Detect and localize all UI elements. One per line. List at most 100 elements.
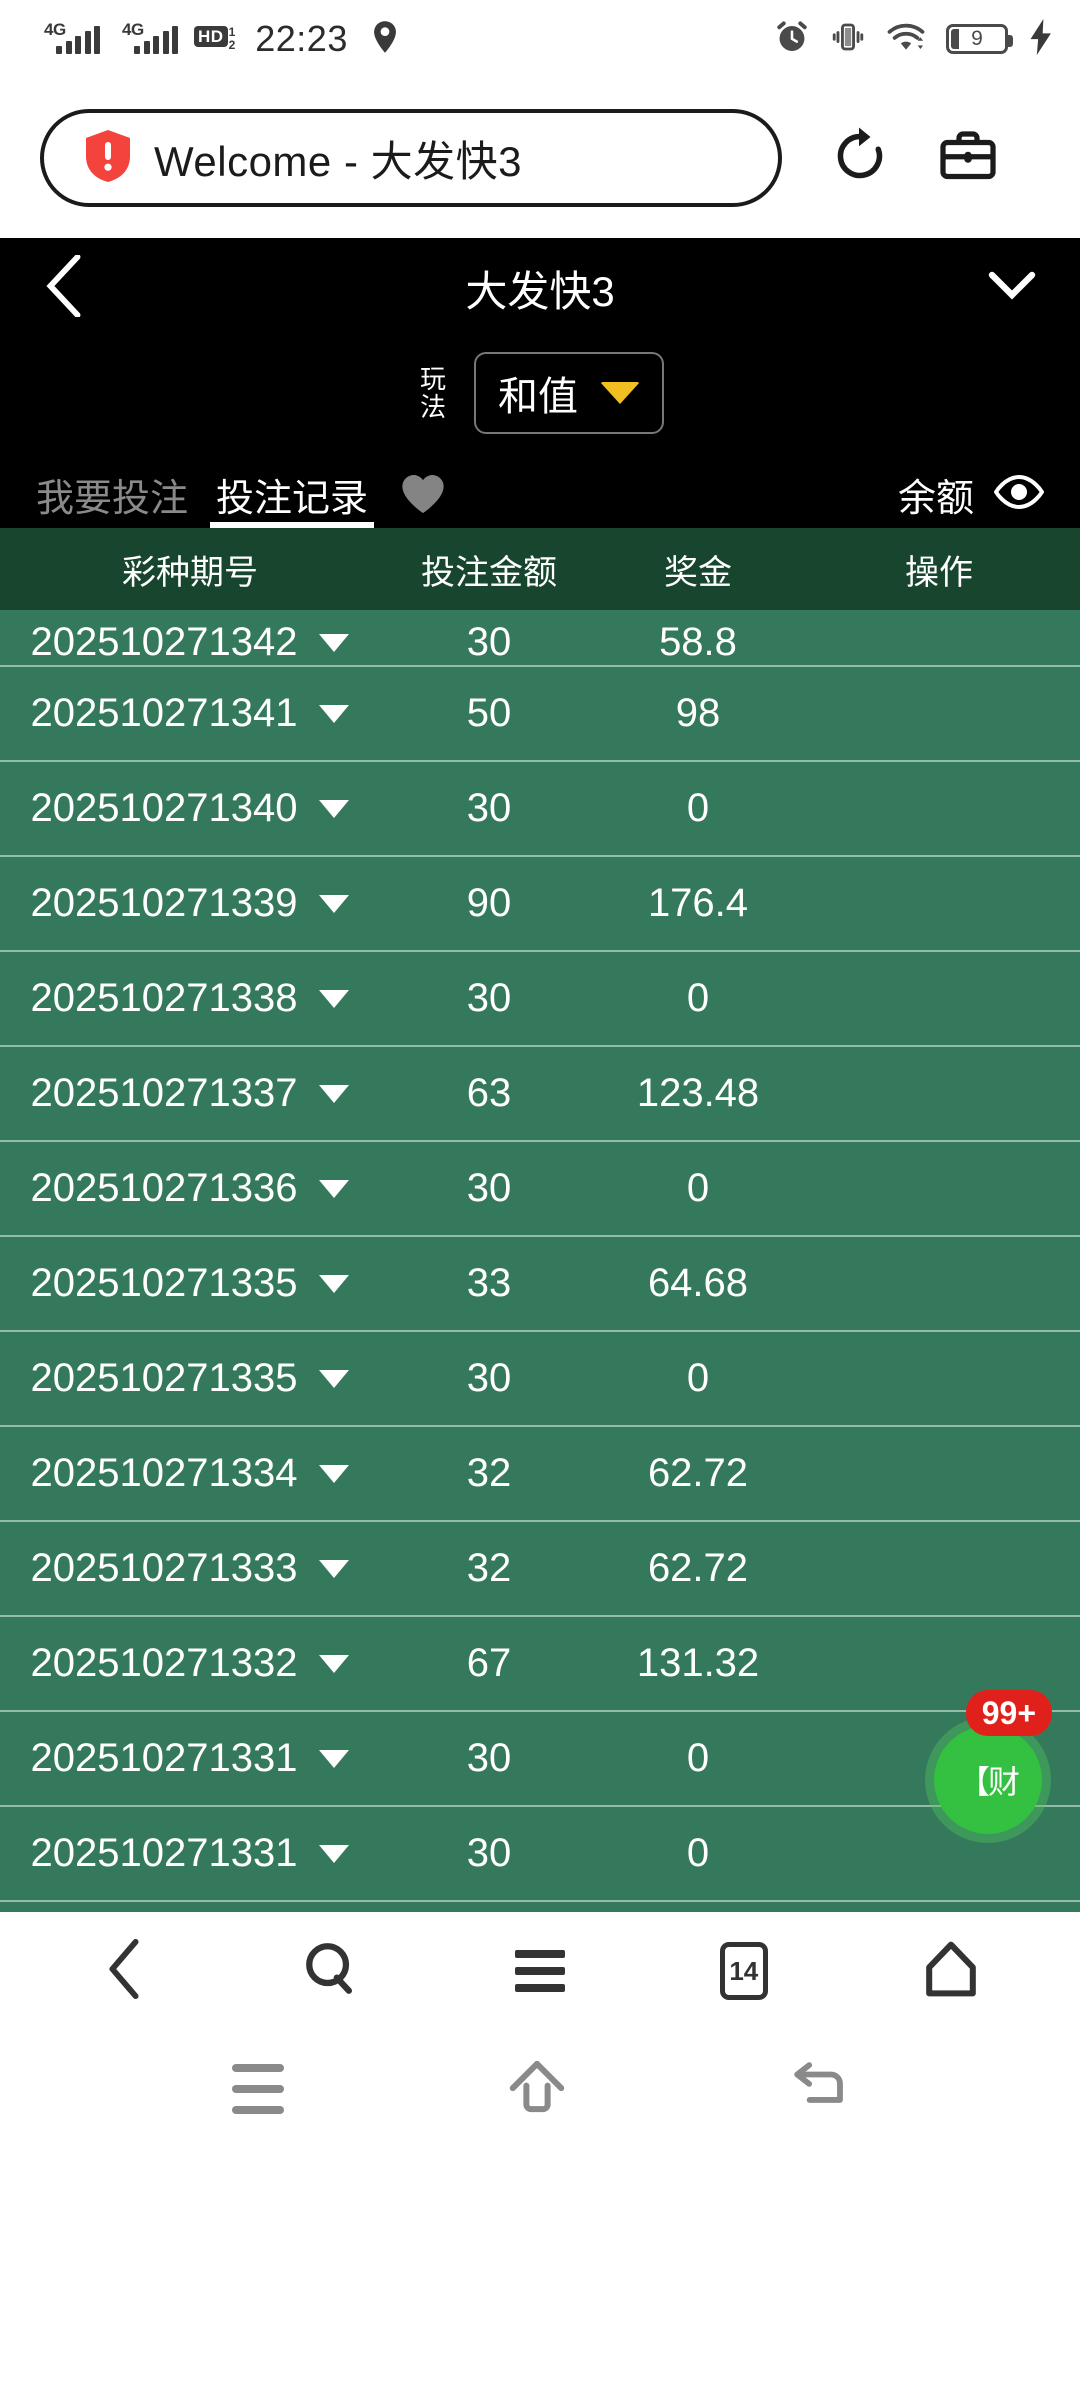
- signal-icon-1: 4G: [44, 20, 100, 54]
- cell-period[interactable]: 202510271337: [0, 1071, 380, 1116]
- insecure-warning-icon[interactable]: [86, 129, 130, 187]
- network-type-label-1: 4G: [44, 20, 66, 39]
- cell-period[interactable]: 202510271332: [0, 1641, 380, 1686]
- back-icon[interactable]: [790, 2061, 848, 2118]
- cell-amount: 30: [466, 620, 512, 664]
- table-row[interactable]: 202510271335 30 0: [0, 1332, 1080, 1427]
- tabs-icon[interactable]: 14: [719, 1942, 768, 2000]
- cell-period[interactable]: 202510271336: [0, 1166, 380, 1211]
- expand-row-caret-icon[interactable]: [319, 704, 350, 723]
- chevron-left-icon[interactable]: [44, 253, 84, 322]
- expand-row-caret-icon[interactable]: [319, 1084, 350, 1103]
- period-label: 202510271335: [30, 1261, 298, 1305]
- period-label: 202510271339: [30, 881, 298, 925]
- expand-row-caret-icon[interactable]: [319, 1274, 350, 1293]
- home-icon[interactable]: [507, 2059, 567, 2120]
- table-row[interactable]: 202510271335 33 64.68: [0, 1237, 1080, 1332]
- expand-row-caret-icon[interactable]: [319, 1844, 350, 1863]
- bet-records-table[interactable]: 202510271342 30 58.8 202510271341 50 98 202510…: [0, 610, 1080, 1912]
- tabs-row: 我要投注 投注记录 余额: [0, 448, 1080, 528]
- browser-url-bar: Welcome - 大发快3: [0, 78, 1080, 238]
- table-row[interactable]: 202510271338 30 0: [0, 952, 1080, 1047]
- tab-bet-records[interactable]: 投注记录: [202, 467, 382, 528]
- table-row[interactable]: 202510271331 30 0: [0, 1712, 1080, 1807]
- cell-amount: 33: [466, 1261, 512, 1305]
- expand-row-caret-icon[interactable]: [319, 799, 350, 818]
- table-row[interactable]: 202510271341 50 98: [0, 667, 1080, 762]
- toolbox-icon[interactable]: [938, 126, 998, 191]
- cell-period[interactable]: 202510271341: [0, 691, 380, 736]
- period-label: 202510271342: [30, 620, 298, 664]
- expand-row-caret-icon[interactable]: [319, 1179, 350, 1198]
- period-label: 202510271331: [30, 1736, 298, 1780]
- expand-row-caret-icon[interactable]: [319, 1749, 350, 1768]
- table-row[interactable]: 202510271342 30 58.8: [0, 610, 1080, 667]
- cell-period[interactable]: 202510271331: [0, 1736, 380, 1781]
- tab-place-bet[interactable]: 我要投注: [36, 478, 189, 520]
- play-mode-label-line2: 法: [419, 392, 446, 422]
- chevron-down-icon[interactable]: [988, 271, 1036, 306]
- cell-period[interactable]: 202510271339: [0, 881, 380, 926]
- table-row[interactable]: 202510271334 32 62.72: [0, 1427, 1080, 1522]
- cell-prize: 131.32: [636, 1641, 760, 1685]
- table-row[interactable]: 202510271333 32 62.72: [0, 1522, 1080, 1617]
- back-icon[interactable]: [101, 1938, 147, 2005]
- app-title: 大发快3: [465, 267, 615, 315]
- menu-icon[interactable]: [514, 1950, 565, 1992]
- battery-icon: 9: [946, 24, 1013, 54]
- expand-row-caret-icon[interactable]: [319, 1654, 350, 1673]
- balance-area[interactable]: 余额: [897, 467, 1045, 522]
- expand-row-caret-icon[interactable]: [319, 1559, 350, 1578]
- cell-period[interactable]: 202510271342: [0, 620, 380, 665]
- cell-amount: 30: [466, 786, 512, 830]
- table-row[interactable]: 202510271331 30 0: [0, 1807, 1080, 1902]
- url-pill[interactable]: Welcome - 大发快3: [40, 109, 782, 207]
- period-label: 202510271332: [30, 1641, 298, 1685]
- cell-period[interactable]: 202510271338: [0, 976, 380, 1021]
- cell-prize: 176.4: [647, 881, 749, 925]
- cell-amount: 63: [466, 1071, 512, 1115]
- cell-period[interactable]: 202510271335: [0, 1356, 380, 1401]
- eye-icon[interactable]: [993, 474, 1045, 514]
- alarm-icon: [774, 19, 810, 60]
- cell-prize: 62.72: [647, 1546, 749, 1590]
- table-row[interactable]: 202510271336 30 0: [0, 1142, 1080, 1237]
- table-row[interactable]: 2025102713293058.8: [0, 1902, 1080, 1912]
- cell-period[interactable]: 202510271333: [0, 1546, 380, 1591]
- search-icon[interactable]: [302, 1940, 360, 2003]
- cell-period[interactable]: 202510271335: [0, 1261, 380, 1306]
- browser-bottom-toolbar: 14: [0, 1912, 1080, 2030]
- signal-bars-2: [134, 26, 178, 54]
- unread-badge: 99+: [965, 1690, 1052, 1736]
- play-mode-label: 玩 法: [416, 365, 450, 421]
- table-row[interactable]: 202510271337 63 123.48: [0, 1047, 1080, 1142]
- cell-period[interactable]: 202510271331: [0, 1831, 380, 1876]
- recents-icon[interactable]: [231, 2064, 284, 2114]
- volte-hd-icon: HD 1 2: [194, 26, 235, 51]
- cell-prize: 0: [686, 1736, 710, 1780]
- signal-bars-1: [56, 26, 100, 54]
- expand-row-caret-icon[interactable]: [319, 633, 350, 652]
- signal-icon-2: 4G: [122, 20, 178, 54]
- cell-prize: 58.8: [659, 620, 737, 664]
- expand-row-caret-icon[interactable]: [319, 1369, 350, 1388]
- balance-label: 余额: [897, 478, 974, 520]
- status-bar-clock: 22:23: [255, 18, 348, 59]
- battery-fill: [951, 29, 959, 49]
- floating-promo-button[interactable]: 99+ 【财: [934, 1690, 1052, 1834]
- cell-prize: 64.68: [647, 1261, 749, 1305]
- table-row[interactable]: 202510271332 67 131.32: [0, 1617, 1080, 1712]
- cell-period[interactable]: 202510271340: [0, 786, 380, 831]
- table-row[interactable]: 202510271340 30 0: [0, 762, 1080, 857]
- heart-icon[interactable]: [400, 473, 446, 520]
- table-row[interactable]: 202510271339 90 176.4: [0, 857, 1080, 952]
- home-icon[interactable]: [923, 1940, 979, 2003]
- expand-row-caret-icon[interactable]: [319, 1464, 350, 1483]
- play-mode-select[interactable]: 和值: [474, 352, 664, 434]
- expand-row-caret-icon[interactable]: [319, 894, 350, 913]
- hd-sim-indicator: 1 2: [229, 26, 236, 51]
- expand-row-caret-icon[interactable]: [319, 989, 350, 1008]
- reload-icon[interactable]: [830, 126, 890, 191]
- cell-period[interactable]: 202510271334: [0, 1451, 380, 1496]
